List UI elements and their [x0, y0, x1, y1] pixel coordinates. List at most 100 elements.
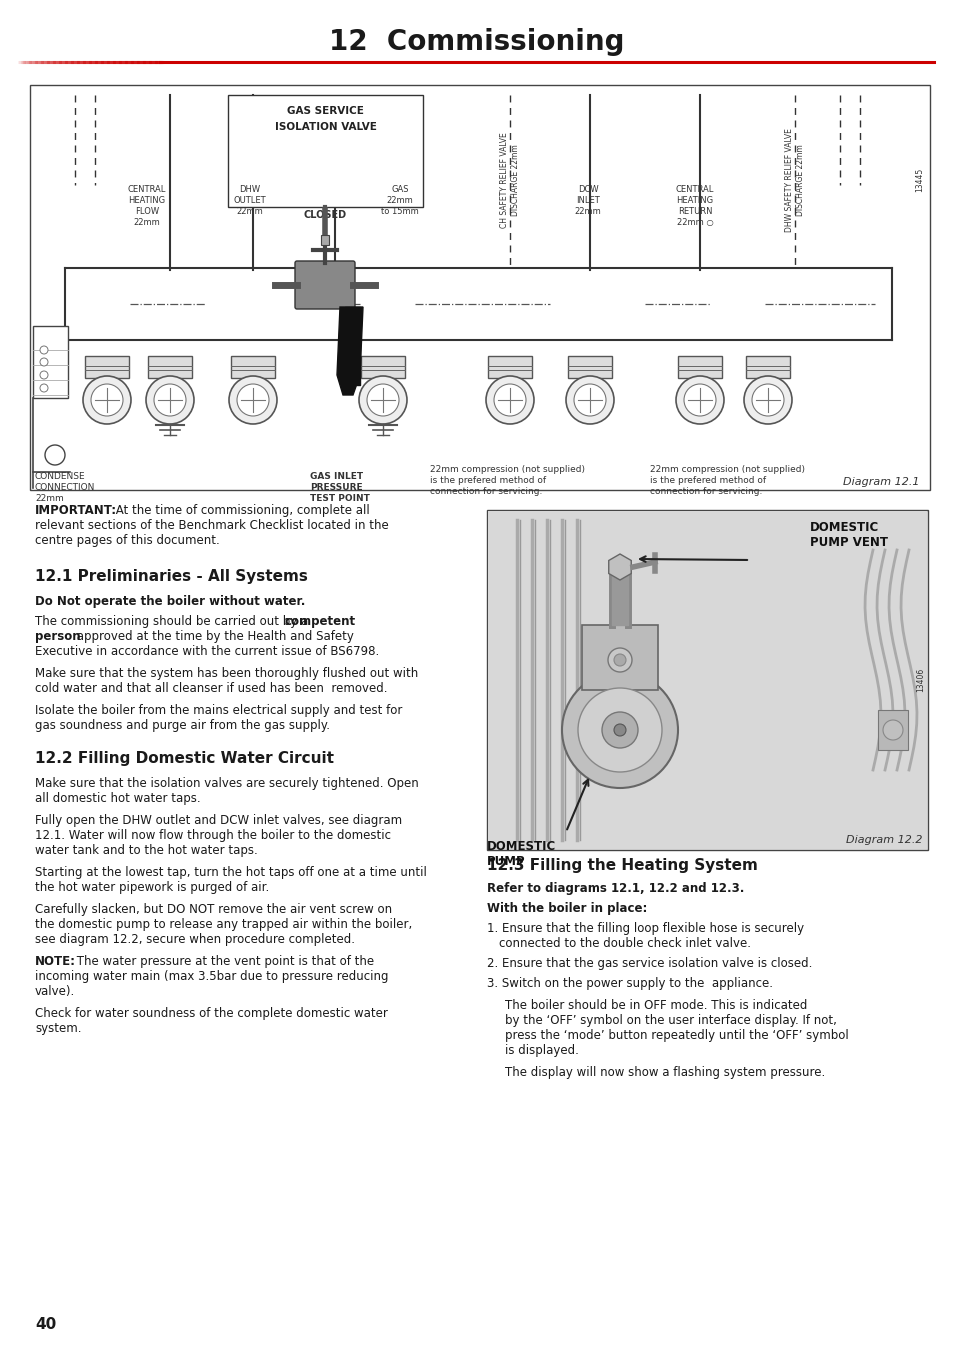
- Text: IMPORTANT:: IMPORTANT:: [35, 504, 117, 517]
- Circle shape: [91, 383, 123, 416]
- Text: At the time of commissioning, complete all: At the time of commissioning, complete a…: [112, 504, 370, 517]
- Text: 1. Ensure that the filling loop flexible hose is securely: 1. Ensure that the filling loop flexible…: [486, 922, 803, 936]
- Bar: [488, 512, 926, 849]
- Text: Check for water soundness of the complete domestic water: Check for water soundness of the complet…: [35, 1007, 388, 1021]
- FancyBboxPatch shape: [745, 356, 789, 378]
- FancyBboxPatch shape: [678, 356, 721, 378]
- Text: incoming water main (max 3.5bar due to pressure reducing: incoming water main (max 3.5bar due to p…: [35, 971, 388, 983]
- Text: cold water and that all cleanser if used has been  removed.: cold water and that all cleanser if used…: [35, 682, 387, 695]
- FancyBboxPatch shape: [360, 356, 405, 378]
- Circle shape: [578, 688, 661, 772]
- Circle shape: [367, 383, 398, 416]
- Text: 22mm compression (not supplied)
is the prefered method of
connection for servici: 22mm compression (not supplied) is the p…: [649, 464, 804, 497]
- Text: 13445: 13445: [915, 167, 923, 192]
- Circle shape: [882, 720, 902, 740]
- Bar: [30, 85, 929, 490]
- Text: relevant sections of the Benchmark Checklist located in the: relevant sections of the Benchmark Check…: [35, 518, 388, 532]
- Circle shape: [683, 383, 716, 416]
- Text: Do Not operate the boiler without water.: Do Not operate the boiler without water.: [35, 595, 305, 608]
- Text: CENTRAL
HEATING
FLOW
22mm: CENTRAL HEATING FLOW 22mm: [128, 185, 166, 227]
- Circle shape: [40, 346, 48, 354]
- Text: the domestic pump to release any trapped air within the boiler,: the domestic pump to release any trapped…: [35, 918, 412, 932]
- FancyBboxPatch shape: [85, 356, 129, 378]
- Text: by the ‘OFF’ symbol on the user interface display. If not,: by the ‘OFF’ symbol on the user interfac…: [504, 1014, 836, 1027]
- Text: Starting at the lowest tap, turn the hot taps off one at a time until: Starting at the lowest tap, turn the hot…: [35, 865, 426, 879]
- Circle shape: [743, 377, 791, 424]
- Text: 3. Switch on the power supply to the  appliance.: 3. Switch on the power supply to the app…: [486, 977, 772, 990]
- Text: 40: 40: [35, 1318, 56, 1332]
- Circle shape: [485, 377, 534, 424]
- FancyBboxPatch shape: [148, 356, 192, 378]
- Circle shape: [614, 724, 625, 736]
- Circle shape: [45, 446, 65, 464]
- Text: Make sure that the system has been thoroughly flushed out with: Make sure that the system has been thoro…: [35, 667, 417, 680]
- Bar: [320, 235, 329, 244]
- Circle shape: [236, 383, 269, 416]
- Circle shape: [565, 377, 614, 424]
- Text: see diagram 12.2, secure when procedure completed.: see diagram 12.2, secure when procedure …: [35, 933, 355, 946]
- Text: 2. Ensure that the gas service isolation valve is closed.: 2. Ensure that the gas service isolation…: [486, 957, 812, 971]
- Text: 12.1. Water will now flow through the boiler to the domestic: 12.1. Water will now flow through the bo…: [35, 829, 391, 842]
- Circle shape: [494, 383, 525, 416]
- Bar: [486, 510, 927, 850]
- Text: Diagram 12.1: Diagram 12.1: [842, 477, 919, 487]
- Text: Make sure that the isolation valves are securely tightened. Open: Make sure that the isolation valves are …: [35, 778, 418, 790]
- Text: Fully open the DHW outlet and DCW inlet valves, see diagram: Fully open the DHW outlet and DCW inlet …: [35, 814, 402, 828]
- Text: DHW
OUTLET
22mm: DHW OUTLET 22mm: [233, 185, 266, 216]
- Bar: [581, 625, 658, 690]
- Text: all domestic hot water taps.: all domestic hot water taps.: [35, 792, 200, 805]
- Bar: [228, 95, 422, 207]
- Text: The water pressure at the vent point is that of the: The water pressure at the vent point is …: [73, 954, 374, 968]
- Circle shape: [614, 653, 625, 666]
- Text: 12.3 Filling the Heating System: 12.3 Filling the Heating System: [486, 859, 757, 873]
- Text: system.: system.: [35, 1022, 81, 1035]
- Text: NOTE:: NOTE:: [35, 954, 76, 968]
- Text: 12.2 Filling Domestic Water Circuit: 12.2 Filling Domestic Water Circuit: [35, 751, 334, 765]
- Text: CENTRAL
HEATING
RETURN
22mm ○: CENTRAL HEATING RETURN 22mm ○: [675, 185, 714, 227]
- Text: Refer to diagrams 12.1, 12.2 and 12.3.: Refer to diagrams 12.1, 12.2 and 12.3.: [486, 882, 743, 895]
- Text: Isolate the boiler from the mains electrical supply and test for: Isolate the boiler from the mains electr…: [35, 703, 402, 717]
- Text: valve).: valve).: [35, 986, 75, 998]
- Circle shape: [574, 383, 605, 416]
- Circle shape: [153, 383, 186, 416]
- Text: CLOSED: CLOSED: [303, 211, 346, 220]
- Bar: [877, 710, 907, 751]
- Text: GAS SERVICE: GAS SERVICE: [287, 107, 363, 116]
- Text: DOMESTIC
PUMP VENT: DOMESTIC PUMP VENT: [809, 521, 887, 549]
- Circle shape: [676, 377, 723, 424]
- Circle shape: [229, 377, 276, 424]
- Text: person: person: [35, 630, 81, 643]
- Text: centre pages of this document.: centre pages of this document.: [35, 535, 219, 547]
- Circle shape: [40, 371, 48, 379]
- Text: DHW SAFETY RELIEF VALVE
DISCHARGE 22mm: DHW SAFETY RELIEF VALVE DISCHARGE 22mm: [784, 128, 804, 232]
- Text: competent: competent: [285, 616, 355, 628]
- Text: The boiler should be in OFF mode. This is indicated: The boiler should be in OFF mode. This i…: [504, 999, 806, 1012]
- Text: is displayed.: is displayed.: [504, 1044, 578, 1057]
- Circle shape: [358, 377, 407, 424]
- Text: DOMESTIC
PUMP: DOMESTIC PUMP: [486, 840, 556, 868]
- Polygon shape: [608, 554, 631, 580]
- FancyBboxPatch shape: [488, 356, 532, 378]
- Text: gas soundness and purge air from the gas supply.: gas soundness and purge air from the gas…: [35, 720, 330, 732]
- Text: 22mm compression (not supplied)
is the prefered method of
connection for servici: 22mm compression (not supplied) is the p…: [430, 464, 584, 497]
- Text: Executive in accordance with the current issue of BS6798.: Executive in accordance with the current…: [35, 645, 379, 657]
- Circle shape: [40, 383, 48, 392]
- Text: connected to the double check inlet valve.: connected to the double check inlet valv…: [498, 937, 750, 950]
- Text: 12.1 Preliminaries - All Systems: 12.1 Preliminaries - All Systems: [35, 568, 308, 585]
- FancyBboxPatch shape: [567, 356, 612, 378]
- Circle shape: [607, 648, 631, 672]
- Text: 13406: 13406: [916, 668, 924, 693]
- Text: 12  Commissioning: 12 Commissioning: [329, 28, 624, 55]
- Text: the hot water pipework is purged of air.: the hot water pipework is purged of air.: [35, 882, 269, 894]
- Circle shape: [561, 672, 678, 788]
- Polygon shape: [336, 306, 363, 396]
- FancyBboxPatch shape: [294, 261, 355, 309]
- Bar: [33, 325, 68, 398]
- Text: ISOLATION VALVE: ISOLATION VALVE: [274, 122, 376, 132]
- Text: Carefully slacken, but DO NOT remove the air vent screw on: Carefully slacken, but DO NOT remove the…: [35, 903, 392, 917]
- Text: CONDENSE
CONNECTION
22mm: CONDENSE CONNECTION 22mm: [35, 472, 95, 504]
- Text: water tank and to the hot water taps.: water tank and to the hot water taps.: [35, 844, 257, 857]
- Text: Diagram 12.2: Diagram 12.2: [845, 836, 923, 845]
- Circle shape: [83, 377, 131, 424]
- Circle shape: [751, 383, 783, 416]
